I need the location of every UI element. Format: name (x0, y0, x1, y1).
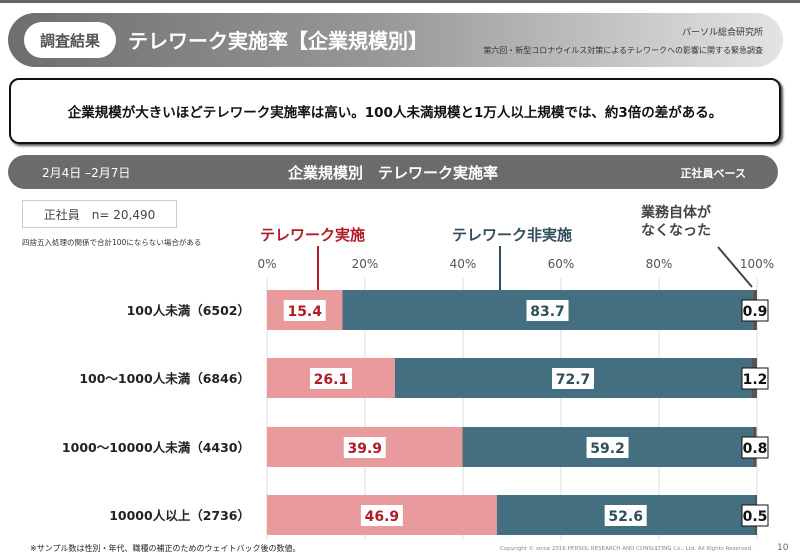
chart-header: 2月4日 –2月7日 企業規模別 テレワーク実施率 正社員ベース (8, 155, 778, 189)
data-label-box (526, 300, 569, 321)
category-label: 100人未満（6502） (127, 303, 250, 318)
data-label-box (741, 367, 769, 390)
base-label: 正社員ベース (680, 167, 746, 180)
legend-job-gone: 業務自体がなくなった (641, 205, 711, 239)
data-label: 1.2 (743, 372, 768, 388)
data-label: 59.2 (590, 441, 625, 457)
slide-header: 調査結果 テレワーク実施率【企業規模別】 パーソル総合研究所 第六回・新型コロナ… (8, 13, 783, 67)
x-tick-label: 80% (646, 257, 673, 271)
data-label: 72.7 (556, 372, 591, 388)
summary-box: 企業規模が大きいほどテレワーク実施率は高い。100人未満規模と1万人以上規模では… (9, 78, 781, 144)
data-label: 0.8 (743, 441, 768, 457)
page-number: 10 (777, 543, 789, 553)
data-label-box (309, 368, 352, 389)
legend-no-telework: テレワーク非実施 (452, 226, 573, 244)
data-label: 83.7 (530, 304, 565, 320)
date-range: 2月4日 –2月7日 (42, 166, 131, 180)
category-label: 1000～10000人未満（4430） (62, 440, 250, 455)
x-tick-label: 0% (257, 257, 276, 271)
data-label: 39.9 (347, 441, 382, 457)
data-label: 46.9 (365, 509, 400, 525)
x-tick-label: 40% (450, 257, 477, 271)
top-rule (0, 0, 800, 3)
data-label-box (741, 504, 769, 527)
data-label-box (741, 436, 769, 459)
rounding-note: 四捨五入処理の関係で合計100にならない場合がある (22, 238, 202, 247)
legend-pointer (717, 246, 753, 288)
category-label: 100～1000人未満（6846） (79, 371, 250, 386)
sample-size: 正社員 n= 20,490 (22, 200, 177, 228)
data-label: 0.5 (743, 509, 768, 525)
x-tick-label: 60% (548, 257, 575, 271)
data-label-box (360, 505, 403, 526)
data-label-box (586, 437, 629, 458)
survey-name: 第六回・新型コロナウイルス対策によるテレワークへの影響に関する緊急調査 (483, 46, 763, 55)
data-label-box (283, 300, 326, 321)
legend-telework: テレワーク実施 (260, 226, 366, 244)
data-label-box (343, 437, 386, 458)
x-tick-label: 100% (740, 257, 774, 271)
data-label-box (552, 368, 595, 389)
section-badge: 調査結果 (24, 22, 116, 58)
data-label-box (741, 299, 769, 322)
slide-title: テレワーク実施率【企業規模別】 (128, 29, 428, 53)
footnote: ※サンプル数は性別・年代、職種の補正のためのウェイトバック後の数値。 (30, 544, 301, 553)
chart-title: 企業規模別 テレワーク実施率 (287, 164, 498, 182)
data-label-box (604, 505, 647, 526)
copyright: Copyright © since 2016 PERSOL RESEARCH A… (500, 546, 753, 552)
data-label: 52.6 (608, 509, 643, 525)
data-label: 26.1 (314, 372, 349, 388)
data-label: 15.4 (287, 304, 322, 320)
data-label: 0.9 (743, 304, 768, 320)
organization: パーソル総合研究所 (681, 28, 763, 38)
x-tick-label: 20% (352, 257, 379, 271)
category-label: 10000人以上（2736） (109, 508, 250, 523)
